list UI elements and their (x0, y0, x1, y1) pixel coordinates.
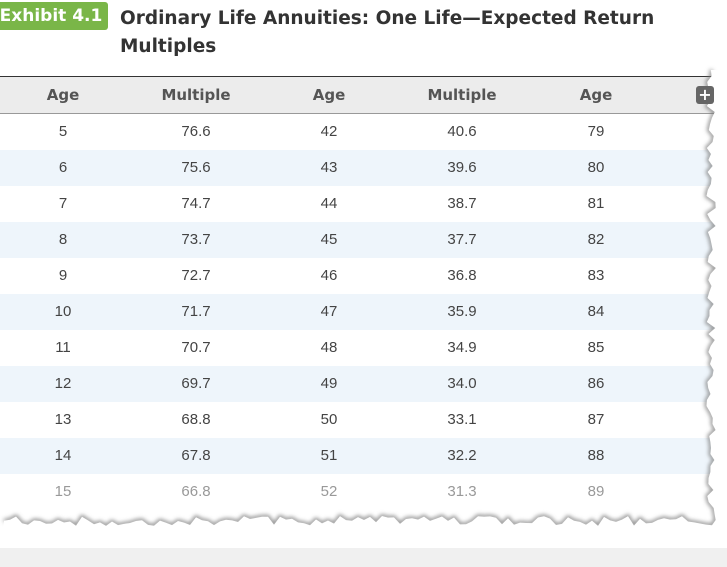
table-cell: 37.7 (447, 231, 477, 248)
table-row: 13 68.8 50 33.1 87 (0, 402, 720, 438)
table-cell: 84 (587, 303, 605, 320)
table-row: 12 69.7 49 34.0 86 (0, 366, 720, 402)
torn-edge (0, 69, 727, 548)
table-cell: 33.1 (447, 411, 477, 428)
table-cell: 72.7 (181, 267, 211, 284)
header-row: Age Multiple Age Multiple Age (0, 77, 720, 114)
table-row: 7 74.7 44 38.7 81 (0, 186, 720, 222)
table-cell: 68.8 (181, 411, 211, 428)
table-cell: 81 (587, 195, 605, 212)
table-cell: 82 (587, 231, 605, 248)
table-cell: 40.6 (447, 123, 477, 140)
table-cell: 73.7 (181, 231, 211, 248)
header-cell: Multiple (427, 86, 497, 104)
table-cell: 69.7 (181, 375, 211, 392)
table-cell: 32.2 (447, 447, 477, 464)
table-row: 9 72.7 46 36.8 83 (0, 258, 720, 294)
table-cell: 87 (587, 411, 605, 428)
table-cell: 39.6 (447, 159, 477, 176)
tear-shadow (3, 69, 719, 529)
table-cell: 12 (54, 375, 72, 392)
table-cell: 51 (320, 447, 338, 464)
table-cell: 15 (54, 483, 72, 500)
table-cell: 42 (320, 123, 338, 140)
table-cell: 14 (54, 447, 72, 464)
table-cell: 47 (320, 303, 338, 320)
table-cell: 8 (58, 231, 68, 248)
table-cell: 74.7 (181, 195, 211, 212)
header-cell: Age (46, 86, 80, 104)
table-cell: 75.6 (181, 159, 211, 176)
table-cell: 79 (587, 123, 605, 140)
table-cell: 76.6 (181, 123, 211, 140)
table-cell: 45 (320, 231, 338, 248)
table-cell: 13 (54, 411, 72, 428)
table-cell: 34.0 (447, 375, 477, 392)
table-cell: 88 (587, 447, 605, 464)
table-cell: 85 (587, 339, 605, 356)
table-cell: 36.8 (447, 267, 477, 284)
table-cell: 46 (320, 267, 338, 284)
table-cell: 43 (320, 159, 338, 176)
table-cell: 66.8 (181, 483, 211, 500)
header-cell: Multiple (161, 86, 231, 104)
table-cell: 52 (320, 483, 338, 500)
header-cell: Age (579, 86, 613, 104)
table-cell: 31.3 (447, 483, 477, 500)
table-cell: 83 (587, 267, 605, 284)
table-cell: 71.7 (181, 303, 211, 320)
table-row: 5 76.6 42 40.6 79 (0, 114, 720, 150)
table-cell: 44 (320, 195, 338, 212)
table-cell: 70.7 (181, 339, 211, 356)
table-cell: 80 (587, 159, 605, 176)
expand-button[interactable]: + (696, 86, 714, 104)
table-cell: 5 (58, 123, 68, 140)
table-row: 8 73.7 45 37.7 82 (0, 222, 720, 258)
title: Ordinary Life Annuities: One Life—Expect… (120, 8, 655, 57)
exhibit-label: Exhibit 4.1 (0, 2, 108, 30)
table-cell: 67.8 (181, 447, 211, 464)
table-cell: 35.9 (447, 303, 477, 320)
table-cell: 6 (58, 159, 68, 176)
table-cell: 7 (58, 195, 68, 212)
table-row: 15 66.8 52 31.3 89 (0, 474, 720, 510)
table-row: 14 67.8 51 32.2 88 (0, 438, 720, 474)
table-cell: 34.9 (447, 339, 477, 356)
table-cell: 50 (320, 411, 338, 428)
table-cell: 49 (320, 375, 338, 392)
table-cell: 48 (320, 339, 338, 356)
table: Age Multiple Age Multiple Age 5 76.6 42 40.6 79 6 7… (0, 76, 720, 510)
table-cell: 89 (587, 483, 605, 500)
header-cell: Age (312, 86, 346, 104)
table-cell: 11 (55, 339, 71, 356)
footer-bar (0, 548, 727, 567)
table-row: 10 71.7 47 35.9 84 (0, 294, 720, 330)
table-cell: 86 (587, 375, 605, 392)
table-cell: 9 (58, 267, 68, 284)
tear-cover (0, 70, 727, 548)
table-row: 11 70.7 48 34.9 85 (0, 330, 720, 366)
table-row: 6 75.6 43 39.6 80 (0, 150, 720, 186)
table-cell: 10 (54, 303, 72, 320)
table-cell: 38.7 (447, 195, 477, 212)
